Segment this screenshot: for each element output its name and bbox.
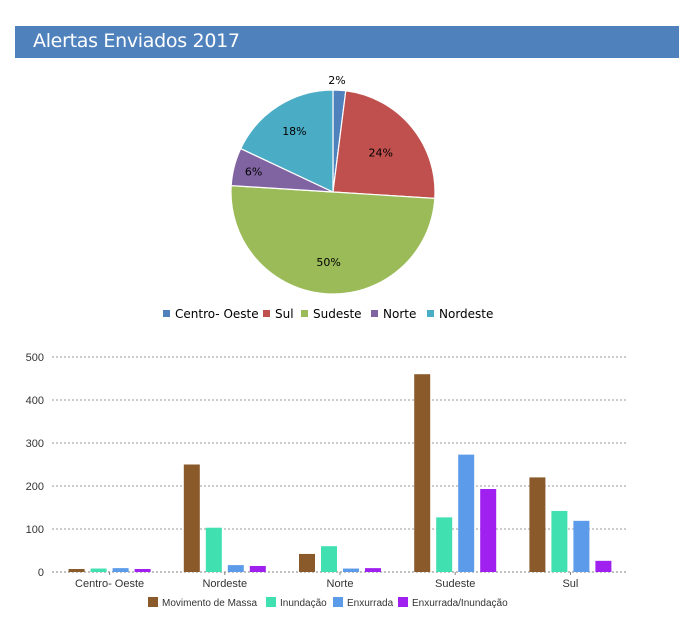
pie-legend-label-centro-oeste: Centro- Oeste xyxy=(175,307,259,321)
pie-slice-nordeste xyxy=(239,89,334,193)
bar-norte-movimento-de-massa xyxy=(299,553,315,572)
bar-sul-enxurrada-inunda-o xyxy=(595,560,612,572)
pie-legend-swatch-centro-oeste xyxy=(163,310,170,317)
y-tick-label-200: 200 xyxy=(26,481,44,493)
x-tick-label-norte: Norte xyxy=(327,578,354,590)
bar-legend-label-inunda-o: Inundação xyxy=(280,598,327,609)
x-tick-label-centro-oeste: Centro- Oeste xyxy=(75,578,144,590)
pie-slice-sul xyxy=(332,90,436,200)
bar-norte-inunda-o xyxy=(321,546,337,572)
bar-sudeste-enxurrada xyxy=(458,454,475,572)
bar-sudeste-inunda-o xyxy=(436,517,453,572)
bar-nordeste-enxurrada-inunda-o xyxy=(249,565,266,572)
bar-centro-oeste-movimento-de-massa xyxy=(68,568,85,572)
pie-label-norte: 6% xyxy=(245,166,262,179)
bar-sul-enxurrada xyxy=(573,520,590,572)
bar-sudeste-movimento-de-massa xyxy=(414,374,431,572)
x-tick-label-sul: Sul xyxy=(562,578,578,590)
bar-legend-label-enxurrada-inunda-o: Enxurrada/Inundação xyxy=(412,598,508,609)
y-tick-label-300: 300 xyxy=(26,438,44,450)
pie-legend-label-sudeste: Sudeste xyxy=(313,307,362,321)
bar-nordeste-movimento-de-massa xyxy=(183,464,200,572)
bar-centro-oeste-enxurrada xyxy=(112,568,129,572)
pie-slice-sudeste xyxy=(230,184,436,295)
x-tick-label-nordeste: Nordeste xyxy=(202,578,247,590)
bar-legend-label-enxurrada: Enxurrada xyxy=(347,598,394,609)
pie-chart: 2% 24% 50% 6% 18% Centro- Oeste Sul Sudeste Nort… xyxy=(163,74,493,321)
header-bar: Alertas Enviados 2017 xyxy=(15,26,679,58)
pie-legend-label-norte: Norte xyxy=(383,307,416,321)
page-title: Alertas Enviados 2017 xyxy=(33,30,240,52)
pie-label-sudeste: 50% xyxy=(316,256,340,269)
pie-legend-label-sul: Sul xyxy=(275,307,294,321)
pie-legend-swatch-sudeste xyxy=(301,310,308,317)
bar-nordeste-enxurrada xyxy=(227,565,244,572)
pie-legend-label-nordeste: Nordeste xyxy=(439,307,493,321)
bar-nordeste-inunda-o xyxy=(205,527,222,572)
bar-legend: Movimento de Massa Inundação Enxurrada Enxu… xyxy=(148,597,508,609)
bar-legend-swatch-enxurrada xyxy=(333,597,343,607)
pie-legend-swatch-sul xyxy=(263,310,270,317)
x-tick-label-sudeste: Sudeste xyxy=(435,578,475,590)
bar-legend-label-movimento-de-massa: Movimento de Massa xyxy=(162,598,257,609)
pie-legend-swatch-nordeste xyxy=(427,310,434,317)
pie-legend-swatch-norte xyxy=(371,310,378,317)
pie-label-nordeste: 18% xyxy=(282,125,306,138)
bar-sul-movimento-de-massa xyxy=(529,477,546,572)
bar-centro-oeste-inunda-o xyxy=(90,568,107,572)
bar-legend-swatch-inunda-o xyxy=(266,597,276,607)
bar-sudeste-enxurrada-inunda-o xyxy=(480,489,497,572)
bar-centro-oeste-enxurrada-inunda-o xyxy=(134,568,151,572)
pie-label-sul: 24% xyxy=(369,146,393,159)
bar-norte-enxurrada-inunda-o xyxy=(365,568,381,572)
bar-legend-swatch-movimento-de-massa xyxy=(148,597,158,607)
y-tick-label-500: 500 xyxy=(26,352,44,364)
y-tick-label-400: 400 xyxy=(26,395,44,407)
y-tick-label-100: 100 xyxy=(26,524,44,536)
bar-norte-enxurrada xyxy=(343,568,359,572)
bar-sul-inunda-o xyxy=(551,510,568,572)
bar-legend-swatch-enxurrada-inunda-o xyxy=(398,597,408,607)
pie-label-centro-oeste: 2% xyxy=(328,74,345,87)
y-tick-label-0: 0 xyxy=(38,567,44,579)
pie-legend: Centro- Oeste Sul Sudeste Norte Nordeste xyxy=(163,307,493,321)
bar-chart: 0 100 200 300 400 500 Centro- Oeste Nordeste Nor… xyxy=(26,352,628,609)
